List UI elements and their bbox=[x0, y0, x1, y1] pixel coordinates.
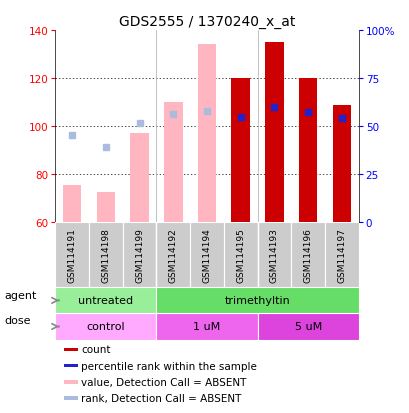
Text: rank, Detection Call = ABSENT: rank, Detection Call = ABSENT bbox=[81, 393, 241, 403]
Text: trimethyltin: trimethyltin bbox=[224, 296, 290, 306]
Text: GSM114195: GSM114195 bbox=[236, 228, 245, 282]
Text: GSM114196: GSM114196 bbox=[303, 228, 312, 282]
Bar bbox=[164, 103, 182, 223]
Bar bbox=[64, 396, 78, 400]
Bar bbox=[55, 288, 156, 314]
Bar bbox=[231, 79, 249, 223]
Bar bbox=[223, 223, 257, 288]
Bar bbox=[55, 223, 89, 288]
Text: GSM114192: GSM114192 bbox=[169, 228, 178, 282]
Bar bbox=[89, 223, 122, 288]
Bar bbox=[64, 364, 78, 368]
Text: 5 uM: 5 uM bbox=[294, 322, 321, 332]
Text: value, Detection Call = ABSENT: value, Detection Call = ABSENT bbox=[81, 377, 246, 387]
Title: GDS2555 / 1370240_x_at: GDS2555 / 1370240_x_at bbox=[119, 14, 294, 28]
Bar bbox=[324, 223, 358, 288]
Bar bbox=[156, 223, 190, 288]
Bar bbox=[64, 380, 78, 384]
Bar bbox=[156, 314, 257, 340]
Text: dose: dose bbox=[4, 315, 31, 325]
Text: 1 uM: 1 uM bbox=[193, 322, 220, 332]
Bar bbox=[156, 288, 358, 314]
Text: GSM114194: GSM114194 bbox=[202, 228, 211, 282]
Text: percentile rank within the sample: percentile rank within the sample bbox=[81, 361, 256, 371]
Text: GSM114199: GSM114199 bbox=[135, 228, 144, 282]
Bar bbox=[63, 185, 81, 223]
Bar bbox=[130, 134, 148, 223]
Bar bbox=[257, 314, 358, 340]
Bar bbox=[257, 223, 291, 288]
Text: GSM114191: GSM114191 bbox=[67, 228, 76, 282]
Text: count: count bbox=[81, 344, 110, 354]
Text: untreated: untreated bbox=[78, 296, 133, 306]
Bar bbox=[265, 43, 283, 223]
Bar bbox=[55, 314, 156, 340]
Text: control: control bbox=[86, 322, 125, 332]
Text: agent: agent bbox=[4, 290, 36, 300]
Bar bbox=[122, 223, 156, 288]
Bar bbox=[190, 223, 223, 288]
Bar bbox=[97, 193, 115, 223]
Text: GSM114197: GSM114197 bbox=[337, 228, 346, 282]
Bar bbox=[291, 223, 324, 288]
Bar bbox=[197, 45, 216, 223]
Text: GSM114193: GSM114193 bbox=[269, 228, 278, 282]
Bar bbox=[298, 79, 317, 223]
Bar bbox=[64, 348, 78, 351]
Bar bbox=[332, 105, 350, 223]
Text: GSM114198: GSM114198 bbox=[101, 228, 110, 282]
